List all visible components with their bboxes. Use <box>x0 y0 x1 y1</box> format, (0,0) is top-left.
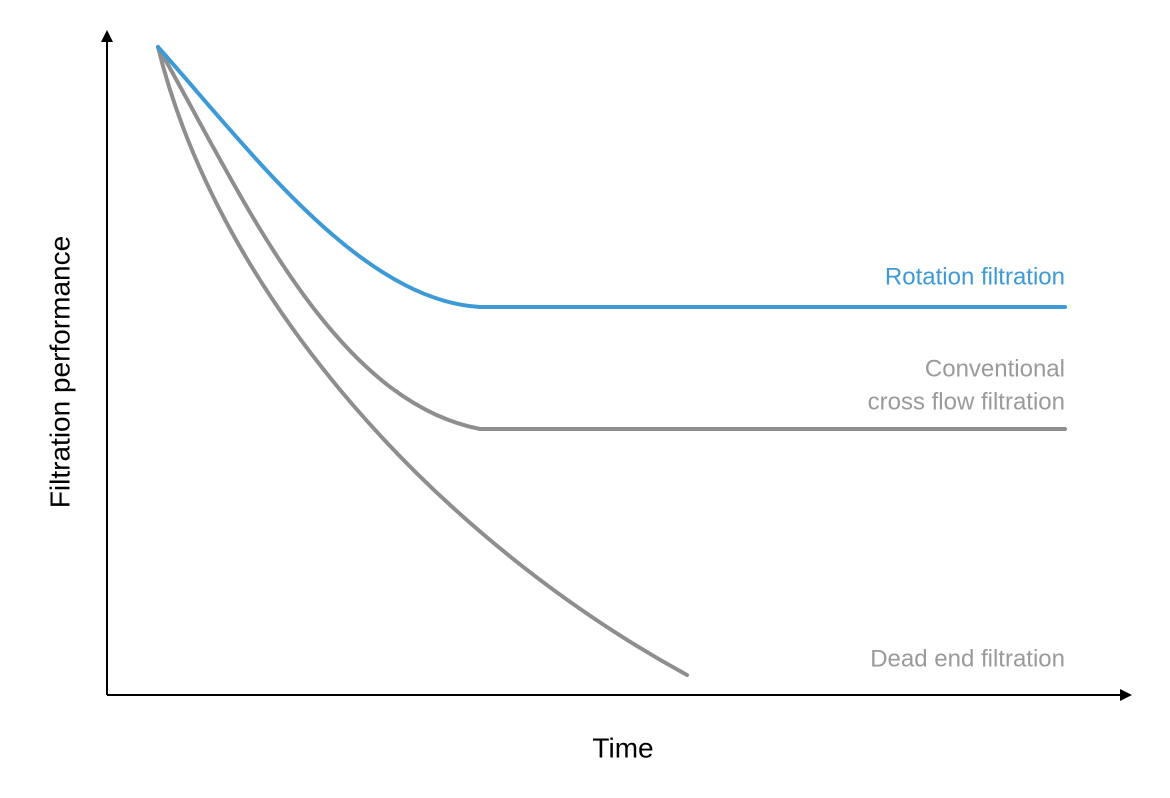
curve-label: Conventional <box>925 355 1065 382</box>
y-axis-label: Filtration performance <box>44 236 75 508</box>
curve-label: Rotation filtration <box>885 263 1065 290</box>
curve-label: cross flow filtration <box>868 388 1065 415</box>
curve-label: Dead end filtration <box>870 645 1065 672</box>
curve-rotation <box>156 45 1067 309</box>
x-axis-label: Time <box>592 732 653 763</box>
curve-conventional <box>156 45 1067 431</box>
curve-dead-end <box>156 45 689 677</box>
